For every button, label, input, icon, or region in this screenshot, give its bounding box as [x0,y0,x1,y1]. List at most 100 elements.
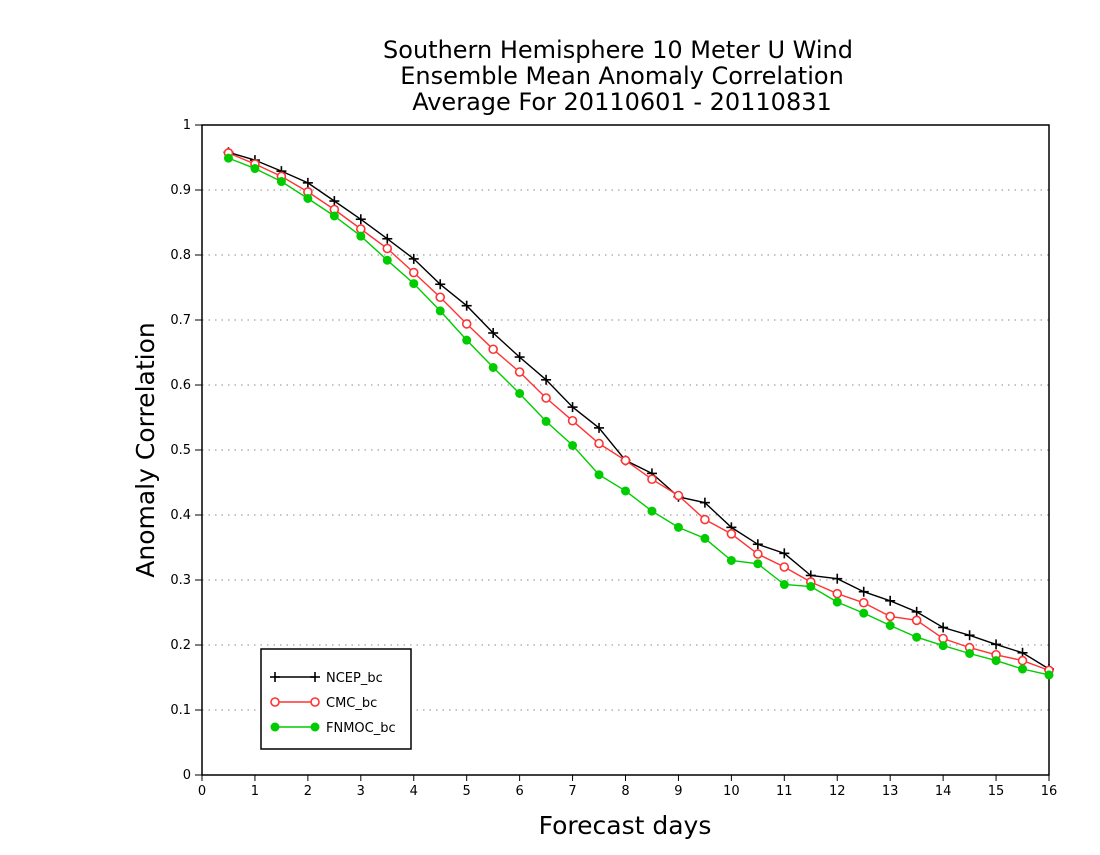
chart-title-line-1: Southern Hemisphere 10 Meter U Wind [383,36,853,64]
legend-box [260,648,412,750]
data-point [461,300,472,311]
y-tick-label: 0.5 [170,443,191,458]
data-point [488,328,499,338]
data-point [382,243,393,254]
data-point [1018,664,1028,674]
data-point [302,177,313,188]
data-point [541,393,551,403]
y-tick-label: 0.7 [170,313,191,328]
data-point [310,722,320,732]
data-point [514,352,525,363]
x-tick-label: 2 [304,784,312,799]
x-tick-label: 4 [410,784,418,799]
data-point [382,255,392,265]
series-group [223,147,1054,680]
data-point [303,193,313,203]
x-tick-label: 16 [1041,784,1058,799]
data-point [752,539,763,550]
x-tick-label: 0 [198,784,206,799]
series-NCEP_bc [223,147,1054,675]
data-point [647,474,657,485]
series-line [228,157,1050,676]
x-tick-label: 10 [723,784,740,799]
data-point [310,672,320,682]
data-point [488,344,498,355]
legend-label: FNMOC_bc [326,721,396,736]
data-point [515,388,525,398]
data-point [435,279,446,290]
data-point [647,506,657,516]
data-point [355,214,366,225]
x-axis-label: Forecast days [539,811,712,840]
data-point [806,582,816,591]
chart-title-line-3: Average For 20110601 - 20110831 [412,88,832,116]
data-point [673,522,683,532]
data-point [329,196,340,207]
data-point [726,529,737,539]
legend-item: CMC_bc [270,696,377,711]
data-point [753,559,763,569]
data-point [912,632,922,642]
data-point [514,367,525,377]
x-tick-label: 11 [776,784,793,799]
series-CMC_bc [223,148,1054,676]
data-point [382,233,393,244]
data-point [832,573,843,584]
data-point [991,656,1001,666]
data-point [435,292,446,303]
data-point [435,306,445,316]
data-point [223,153,233,163]
legend-item: NCEP_bc [270,671,383,686]
y-axis: 0 0.1 0.2 0.3 0.4 0.5 0.6 0.7 0.8 0.9 1 [170,118,202,783]
data-point [408,253,419,264]
y-tick-label: 0.6 [170,378,191,393]
y-tick-label: 0.2 [170,638,191,653]
x-tick-label: 12 [829,784,846,799]
data-point [594,470,604,480]
legend-items: NCEP_bc CMC_bc FNMOC_bc [270,671,396,736]
data-point [594,422,605,433]
y-tick-label: 0.9 [170,183,191,198]
data-point [567,402,578,413]
data-point [310,697,320,707]
data-point [964,630,975,641]
data-point [779,562,790,572]
x-tick-label: 14 [935,784,952,799]
data-point [488,362,498,372]
legend-label: CMC_bc [326,696,377,711]
legend-label: NCEP_bc [326,671,383,686]
data-point [1044,670,1054,680]
data-point [621,486,630,496]
data-point [726,556,736,565]
data-point [991,639,1002,650]
data-point [965,648,975,658]
chart-title-line-2: Ensemble Mean Anomaly Correlation [400,62,844,90]
data-point [673,490,684,501]
data-point [270,672,280,682]
data-point [250,164,260,174]
data-point [938,641,948,651]
data-point [885,611,895,622]
data-point [700,533,710,543]
y-tick-label: 0.3 [170,573,191,588]
y-axis-label: Anomaly Correlation [131,322,160,577]
data-point [541,374,552,385]
y-tick-label: 0.4 [170,508,191,523]
x-tick-label: 8 [621,784,629,799]
data-point [270,722,280,732]
x-tick-label: 5 [463,784,471,799]
x-tick-label: 9 [674,784,682,799]
x-tick-label: 13 [882,784,899,799]
x-tick-label: 3 [357,784,365,799]
data-point [620,455,631,466]
legend-item: FNMOC_bc [270,721,396,736]
data-point [858,586,869,597]
series-line [228,151,1050,670]
data-point [329,211,339,221]
data-point [594,438,604,449]
data-point [270,697,280,707]
data-point [832,597,842,607]
data-point [779,548,790,559]
series-line [228,152,1050,672]
